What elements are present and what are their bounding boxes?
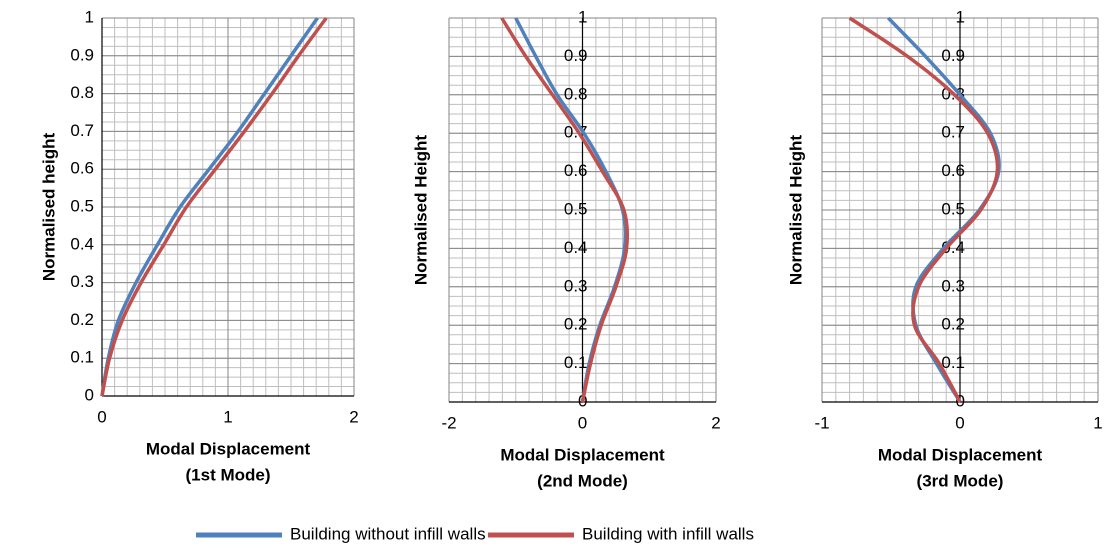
y-tick-label: 0.7 [70, 121, 94, 140]
y-tick-label: 0.8 [564, 84, 588, 103]
legend-label: Building with infill walls [582, 524, 754, 543]
y-axis-title: Normalised Height [411, 135, 430, 286]
x-axis-title: Modal Displacement [500, 445, 665, 464]
y-tick-label: 0.6 [564, 161, 588, 180]
x-tick-label: -2 [441, 413, 456, 432]
y-tick-label: 0.3 [70, 272, 94, 291]
y-tick-label: 0.9 [564, 46, 588, 65]
chart: 0 1 2 0 0.1 0.2 0.3 0.4 0.5 0.6 0.7 0.8 0.9 1 Modal Di… [39, 7, 358, 484]
y-tick-label: 0.2 [70, 310, 94, 329]
x-axis-title: (3rd Mode) [917, 471, 1004, 490]
y-tick-label: 1 [578, 7, 587, 26]
y-tick-label: 0.9 [941, 46, 965, 65]
x-axis-title: (2nd Mode) [537, 471, 628, 490]
x-tick-label: -1 [814, 413, 829, 432]
y-tick-label: 0.3 [564, 276, 588, 295]
y-tick-label: 1 [956, 7, 965, 26]
y-tick-label: 0.4 [564, 238, 588, 257]
series-line [500, 17, 630, 403]
y-tick-label: 0.6 [941, 161, 965, 180]
x-tick-label: 0 [955, 413, 964, 432]
y-tick-label: 1 [85, 7, 94, 26]
x-tick-label: 1 [223, 407, 232, 426]
x-tick-label: 2 [711, 413, 720, 432]
y-tick-label: 0.5 [564, 199, 588, 218]
legend-label: Building without infill walls [290, 524, 486, 543]
series-line [100, 16, 319, 397]
y-tick-label: 0.9 [70, 45, 94, 64]
y-tick-label: 0.3 [941, 276, 965, 295]
y-tick-label: 0.5 [70, 196, 94, 215]
x-tick-label: 2 [349, 407, 358, 426]
y-tick-label: 0.4 [70, 234, 94, 253]
x-axis-title: Modal Displacement [878, 445, 1043, 464]
x-axis-title: (1st Mode) [186, 465, 271, 484]
series-line [848, 16, 1000, 403]
x-tick-label: 0 [97, 407, 106, 426]
y-tick-label: 0.2 [564, 315, 588, 334]
x-tick-label: 0 [578, 413, 587, 432]
y-axis-title: Normalised height [39, 133, 58, 282]
y-tick-label: 0.1 [70, 348, 94, 367]
series-line [100, 16, 328, 397]
y-tick-label: 0.6 [70, 159, 94, 178]
y-tick-label: 0.7 [941, 123, 965, 142]
y-tick-label: 0.8 [70, 83, 94, 102]
y-axis-title: Normalised Height [786, 135, 805, 286]
y-tick-label: 0.1 [564, 353, 588, 372]
y-tick-label: 0.5 [941, 199, 965, 218]
x-axis-title: Modal Displacement [146, 439, 311, 458]
x-tick-label: 1 [1093, 413, 1102, 432]
legend: Building without infill walls Building wi… [196, 524, 754, 543]
y-tick-label: 0.2 [941, 315, 965, 334]
y-tick-label: 0.1 [941, 353, 965, 372]
y-tick-label: 0 [85, 385, 94, 404]
